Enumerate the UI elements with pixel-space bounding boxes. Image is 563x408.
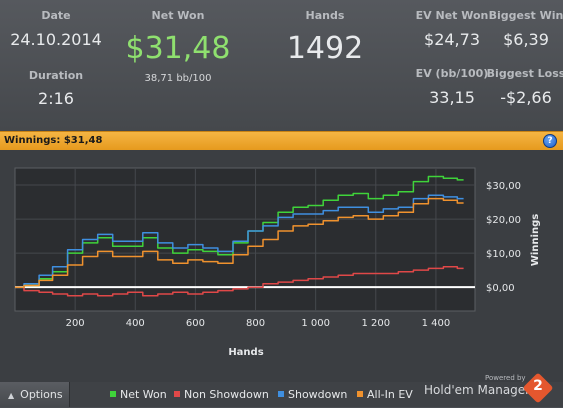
y-tick-label: $30,00 bbox=[486, 181, 521, 192]
x-tick-label: 800 bbox=[246, 318, 265, 329]
y-tick-label: $20,00 bbox=[486, 215, 521, 226]
series-line-all-in-ev bbox=[15, 197, 464, 288]
legend-item-net-won[interactable]: Net Won bbox=[110, 388, 167, 401]
x-tick-label: 1 400 bbox=[422, 318, 451, 329]
net-won-swatch bbox=[110, 391, 116, 397]
biggest-win-label: Biggest Win bbox=[488, 9, 563, 22]
showdown-swatch bbox=[278, 391, 284, 397]
legend-showdown-label: Showdown bbox=[288, 388, 348, 401]
legend-item-non-showdown[interactable]: Non Showdown bbox=[174, 388, 269, 401]
brand-name: Hold'em Manager bbox=[424, 383, 531, 397]
brand-version: 2 bbox=[533, 378, 543, 394]
x-tick-label: 400 bbox=[126, 318, 145, 329]
legend-non-showdown-label: Non Showdown bbox=[184, 388, 269, 401]
ev-net-won-label: EV Net Won bbox=[415, 9, 489, 22]
legend-all-in-ev-label: All-In EV bbox=[367, 388, 413, 401]
options-label: Options bbox=[20, 388, 63, 401]
y-axis-ticks: $0,00 $10,00 $20,00 $30,00 bbox=[486, 181, 521, 294]
biggest-win-value: $6,39 bbox=[503, 30, 549, 49]
winnings-chart-area: 200 400 600 800 1 000 1 200 1 400 $0,00 $10,00 $… bbox=[0, 150, 563, 382]
non-showdown-swatch bbox=[174, 391, 180, 397]
x-tick-label: 600 bbox=[186, 318, 205, 329]
x-tick-label: 1 000 bbox=[301, 318, 330, 329]
x-axis-label: Hands bbox=[228, 347, 263, 358]
ev-bb100-value: 33,15 bbox=[429, 88, 475, 107]
options-button[interactable]: ▲ Options bbox=[0, 382, 70, 407]
series-line-net-won bbox=[15, 175, 464, 288]
winnings-chart: 200 400 600 800 1 000 1 200 1 400 $0,00$10,00$… bbox=[14, 167, 541, 358]
hands-value: 1492 bbox=[286, 31, 364, 66]
x-axis-ticks: 200 400 600 800 1 000 1 200 1 400 bbox=[66, 318, 451, 329]
powered-by-text: Powered by bbox=[485, 374, 526, 382]
grid bbox=[15, 168, 475, 311]
duration-value: 2:16 bbox=[38, 89, 74, 108]
winnings-bar: Winnings: $31,48 ? bbox=[0, 131, 563, 150]
net-won-label: Net Won bbox=[151, 9, 205, 22]
legend-item-showdown[interactable]: Showdown bbox=[278, 388, 347, 401]
date-value: 24.10.2014 bbox=[10, 30, 102, 49]
net-won-value: $31,48 bbox=[125, 31, 231, 66]
y-axis-label: Winnings bbox=[530, 214, 541, 266]
biggest-loss-label: Biggest Loss bbox=[486, 67, 563, 80]
date-label: Date bbox=[41, 9, 71, 22]
footer-bar: ▲ Options Net Won Non Showdown Showdown A… bbox=[0, 382, 563, 407]
hands-label: Hands bbox=[305, 9, 345, 22]
x-tick-label: 1 200 bbox=[361, 318, 390, 329]
session-summary: Date 24.10.2014 Duration 2:16 Net Won $3… bbox=[0, 0, 563, 131]
caret-up-icon: ▲ bbox=[8, 391, 15, 400]
net-won-bb100: 38,71 bb/100 bbox=[144, 73, 212, 84]
x-tick-label: 200 bbox=[66, 318, 85, 329]
series-line-non-showdown bbox=[15, 265, 464, 297]
series-line-showdown bbox=[15, 194, 464, 288]
ev-bb100-label: EV (bb/100) bbox=[415, 67, 489, 80]
biggest-loss-value: -$2,66 bbox=[500, 88, 552, 107]
y-tick-label: $0,00 bbox=[486, 283, 515, 294]
y-tick-label: $10,00 bbox=[486, 249, 521, 260]
duration-label: Duration bbox=[28, 69, 84, 82]
help-icon[interactable]: ? bbox=[543, 134, 557, 148]
winnings-title: Winnings: $31,48 bbox=[4, 135, 103, 146]
legend-item-all-in-ev[interactable]: All-In EV bbox=[357, 388, 413, 401]
legend-net-won-label: Net Won bbox=[120, 388, 167, 401]
series-lines bbox=[15, 175, 464, 297]
ev-net-won-value: $24,73 bbox=[424, 30, 480, 49]
all-in-ev-swatch bbox=[357, 391, 363, 397]
